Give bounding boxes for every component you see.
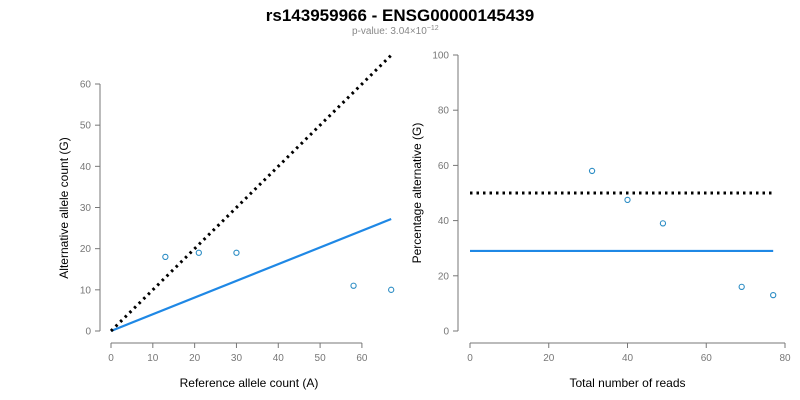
expected-line xyxy=(109,54,393,333)
x-tick-label: 20 xyxy=(189,353,201,364)
allele-count-panel: 0 10 20 30 40 50 60 0 10 20 30 40 50 60 Reference alle… xyxy=(57,54,395,390)
p-value-mantissa: p-value: 3.04 xyxy=(352,26,410,37)
y-tick-label: 40 xyxy=(438,216,450,227)
y-axis-label: Percentage alternative (G) xyxy=(410,123,424,264)
x-tick-label: 40 xyxy=(273,353,285,364)
y-tick-label: 80 xyxy=(438,106,450,117)
data-point xyxy=(659,220,667,227)
y-tick-label: 20 xyxy=(438,271,450,282)
data-point xyxy=(233,249,240,256)
x-tick-label: 60 xyxy=(701,353,713,364)
x-tick-label: 50 xyxy=(315,353,327,364)
x-tick-label: 0 xyxy=(108,353,114,364)
data-point xyxy=(350,282,357,289)
chart-subtitle: p-value: 3.04×10−12 xyxy=(352,25,439,37)
data-point xyxy=(162,253,169,261)
p-value-base: 10 xyxy=(416,26,428,37)
data-point xyxy=(770,291,777,299)
y-tick-label: 40 xyxy=(80,162,92,173)
x-tick-label: 40 xyxy=(622,353,634,364)
y-tick-label: 0 xyxy=(443,327,449,338)
x-tick-label: 80 xyxy=(779,353,791,364)
y-tick-label: 100 xyxy=(432,51,449,62)
y-tick-label: 60 xyxy=(80,80,92,91)
y-tick-label: 20 xyxy=(80,244,92,255)
x-tick-label: 30 xyxy=(231,353,243,364)
chart-title: rs143959966 - ENSG00000145439 xyxy=(266,6,534,25)
data-point xyxy=(624,196,631,204)
x-axis-label: Reference allele count (A) xyxy=(180,376,319,390)
y-tick-label: 0 xyxy=(85,327,91,338)
x-tick-label: 10 xyxy=(147,353,159,364)
data-point xyxy=(588,167,596,175)
p-value-exponent: −12 xyxy=(427,25,439,32)
p-value-times: × xyxy=(410,26,416,37)
data-point xyxy=(195,249,202,256)
x-tick-label: 60 xyxy=(356,353,368,364)
x-axis-label: Total number of reads xyxy=(569,376,685,390)
y-tick-label: 50 xyxy=(80,121,92,132)
data-point xyxy=(738,283,745,290)
y-tick-label: 10 xyxy=(80,285,92,296)
y-tick-label: 60 xyxy=(438,161,450,172)
y-axis-label: Alternative allele count (G) xyxy=(57,137,71,278)
data-point xyxy=(388,286,395,293)
fitted-line xyxy=(110,218,392,333)
x-tick-label: 0 xyxy=(467,353,473,364)
y-tick-label: 30 xyxy=(80,203,92,214)
x-tick-label: 20 xyxy=(543,353,555,364)
percentage-panel: 0 20 40 60 80 0 20 40 60 80 100 Total number of rea… xyxy=(410,51,791,391)
